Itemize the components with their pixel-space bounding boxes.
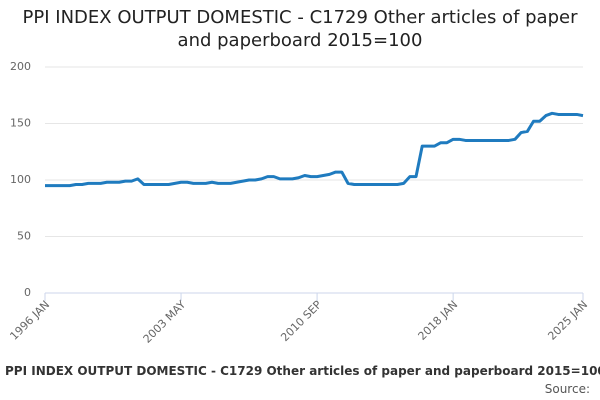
x-tick-label: 2018 JAN: [416, 298, 461, 343]
y-tick-label: 50: [17, 230, 31, 243]
y-tick-label: 0: [24, 286, 31, 299]
x-tick-label: 2003 MAY: [141, 298, 189, 346]
y-tick-label: 150: [10, 117, 31, 130]
chart-title: PPI INDEX OUTPUT DOMESTIC - C1729 Other …: [22, 7, 578, 51]
footer-title: PPI INDEX OUTPUT DOMESTIC - C1729 Other …: [5, 364, 600, 378]
y-tick-label: 100: [10, 173, 31, 186]
x-tick-label: 2010 SEP: [278, 298, 324, 344]
source: Source:: [544, 382, 590, 396]
y-tick-label: 200: [10, 60, 31, 73]
x-tick-label: 1996 JAN: [7, 298, 52, 343]
data-line: [45, 111, 584, 188]
x-tick-label: 2025 JAN: [545, 298, 590, 343]
